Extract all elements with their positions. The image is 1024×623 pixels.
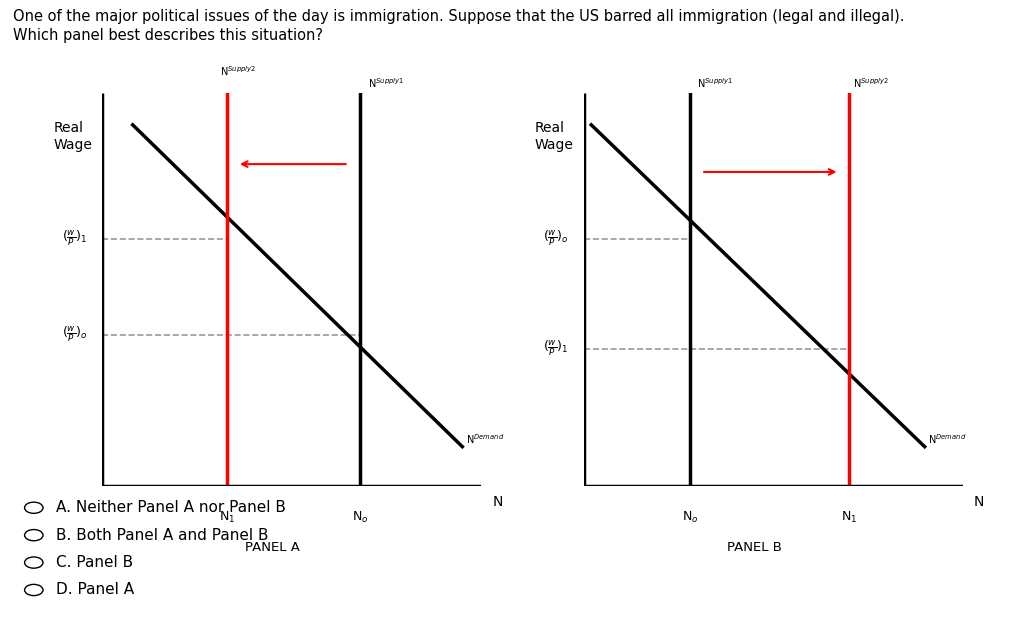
Text: B. Both Panel A and Panel B: B. Both Panel A and Panel B bbox=[56, 528, 269, 543]
Text: $(\frac{w}{P})_o$: $(\frac{w}{P})_o$ bbox=[61, 325, 87, 345]
Text: D. Panel A: D. Panel A bbox=[56, 583, 134, 597]
Text: N: N bbox=[974, 495, 984, 508]
Text: A. Neither Panel A nor Panel B: A. Neither Panel A nor Panel B bbox=[56, 500, 286, 515]
Text: N$_1$: N$_1$ bbox=[841, 510, 857, 525]
Text: Real
Wage: Real Wage bbox=[53, 121, 92, 152]
Text: $(\frac{w}{P})_1$: $(\frac{w}{P})_1$ bbox=[543, 339, 568, 358]
Text: One of the major political issues of the day is immigration. Suppose that the US: One of the major political issues of the… bbox=[13, 9, 905, 24]
Text: N: N bbox=[493, 495, 503, 508]
Text: N$^{Supply2}$: N$^{Supply2}$ bbox=[853, 76, 889, 90]
Text: N$^{Supply2}$: N$^{Supply2}$ bbox=[220, 64, 256, 78]
Text: $(\frac{w}{P})_1$: $(\frac{w}{P})_1$ bbox=[61, 229, 87, 249]
Text: PANEL A: PANEL A bbox=[246, 541, 300, 554]
Text: N$^{Demand}$: N$^{Demand}$ bbox=[929, 432, 967, 445]
Text: N$_o$: N$_o$ bbox=[682, 510, 698, 525]
Text: Real
Wage: Real Wage bbox=[535, 121, 573, 152]
Text: N$_o$: N$_o$ bbox=[352, 510, 369, 525]
Text: C. Panel B: C. Panel B bbox=[56, 555, 133, 570]
Text: PANEL B: PANEL B bbox=[727, 541, 781, 554]
Text: N$^{Demand}$: N$^{Demand}$ bbox=[466, 432, 505, 445]
Text: $(\frac{w}{P})_o$: $(\frac{w}{P})_o$ bbox=[543, 229, 568, 249]
Text: Which panel best describes this situation?: Which panel best describes this situatio… bbox=[13, 28, 324, 43]
Text: N$^{Supply1}$: N$^{Supply1}$ bbox=[697, 76, 733, 90]
Text: N$^{Supply1}$: N$^{Supply1}$ bbox=[368, 76, 403, 90]
Text: N$_1$: N$_1$ bbox=[219, 510, 236, 525]
